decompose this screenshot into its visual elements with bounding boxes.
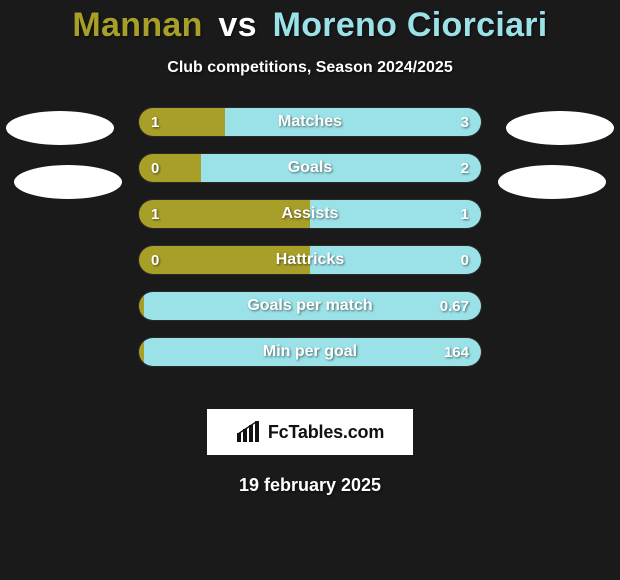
page-title: Mannan vs Moreno Ciorciari — [0, 6, 620, 45]
comparison-card: Mannan vs Moreno Ciorciari Club competit… — [0, 0, 620, 580]
subtitle: Club competitions, Season 2024/2025 — [0, 59, 620, 77]
player2-avatar-placeholder — [506, 111, 614, 145]
stat-bar-right-segment — [144, 292, 481, 320]
stat-bar-left-segment — [139, 246, 310, 274]
stat-bar: Goals per match0.67 — [138, 291, 482, 321]
player2-shadow-placeholder — [498, 165, 606, 199]
player1-name: Mannan — [72, 6, 202, 44]
stat-bar-left-segment — [139, 200, 310, 228]
stat-bar: Goals02 — [138, 153, 482, 183]
brand-badge: FcTables.com — [207, 409, 413, 455]
stat-bar: Min per goal164 — [138, 337, 482, 367]
player1-avatar-placeholder — [6, 111, 114, 145]
brand-text: FcTables.com — [268, 422, 384, 443]
stat-bar: Hattricks00 — [138, 245, 482, 275]
stat-bar-right-segment — [310, 246, 481, 274]
stat-bar-left-segment — [139, 108, 225, 136]
player1-shadow-placeholder — [14, 165, 122, 199]
stat-bar: Assists11 — [138, 199, 482, 229]
stat-bar-right-segment — [310, 200, 481, 228]
stat-bar-right-segment — [144, 338, 481, 366]
chart-stage: Matches13 Goals02 Assists11 Hattricks00 Goal… — [0, 107, 620, 407]
stat-bar-right-segment — [225, 108, 482, 136]
stat-bar-left-segment — [139, 154, 201, 182]
player2-name: Moreno Ciorciari — [273, 6, 548, 44]
stat-bars: Matches13 Goals02 Assists11 Hattricks00 Goal… — [138, 107, 482, 383]
vs-label: vs — [218, 6, 256, 44]
stat-bar: Matches13 — [138, 107, 482, 137]
chart-icon — [236, 421, 262, 443]
footer-date: 19 february 2025 — [0, 475, 620, 496]
stat-bar-right-segment — [201, 154, 481, 182]
